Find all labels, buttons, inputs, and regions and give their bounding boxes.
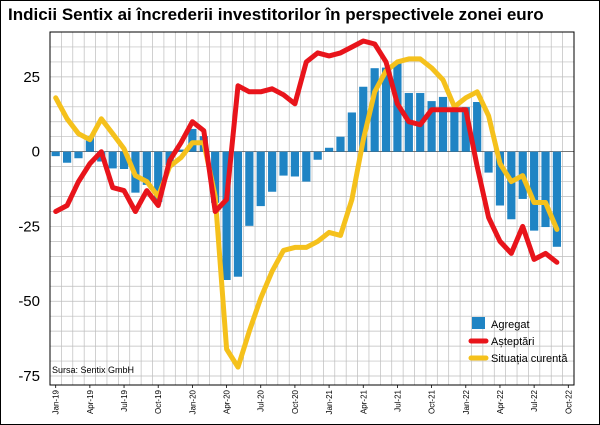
x-tick-label: Jan-21 bbox=[325, 389, 334, 414]
bar-agregat-Aug-22 bbox=[541, 151, 550, 228]
x-tick-label: Oct-20 bbox=[291, 389, 300, 414]
source-label: Sursa: Sentix GmbH bbox=[52, 365, 134, 375]
bar-agregat-Oct-19 bbox=[154, 151, 163, 202]
bar-agregat-Nov-21 bbox=[438, 96, 448, 152]
legend-label-asteptari: Așteptări bbox=[491, 336, 534, 348]
bar-agregat-May-20 bbox=[233, 151, 243, 277]
bar-agregat-Dec-21 bbox=[450, 111, 459, 152]
line-situatia-curenta bbox=[53, 56, 560, 370]
x-tick-label: Jan-22 bbox=[462, 389, 471, 414]
x-tick-label: Oct-22 bbox=[564, 389, 573, 414]
x-tick-label: Jan-19 bbox=[52, 389, 61, 414]
bar-agregat-Feb-22 bbox=[473, 102, 482, 152]
axes: 25 0 -25 -50 -75 Jan-19 Apr-19 Jul-19 Oct-19 Jan-… bbox=[18, 31, 575, 414]
x-tick-label: Oct-21 bbox=[428, 389, 437, 414]
bar-agregat-Jun-20 bbox=[245, 151, 254, 226]
bar-agregat-Sep-20 bbox=[279, 151, 288, 176]
y-tick-label: 0 bbox=[32, 144, 40, 161]
bar-agregat-Apr-20 bbox=[222, 151, 231, 280]
x-tick-label: Jul-20 bbox=[257, 389, 266, 411]
bar-agregat-Mar-21 bbox=[347, 112, 356, 152]
x-tick-label: Jul-19 bbox=[120, 389, 129, 411]
y-tick-label: -75 bbox=[18, 368, 40, 385]
bar-agregat-Sep-19 bbox=[142, 151, 151, 185]
x-tick-label: Jan-20 bbox=[188, 389, 197, 414]
legend-label-situatia-curenta: Situația curentă bbox=[491, 353, 568, 365]
bar-agregat-Apr-21 bbox=[359, 86, 368, 152]
x-tick-label: Oct-19 bbox=[154, 389, 163, 414]
bar-agregat-Jul-19 bbox=[119, 151, 129, 170]
bar-agregat-May-22 bbox=[507, 151, 516, 220]
bar-agregat-Jul-20 bbox=[256, 151, 265, 207]
x-tick-label: Apr-22 bbox=[496, 389, 505, 414]
grid bbox=[49, 31, 575, 385]
bar-agregat-Oct-20 bbox=[290, 151, 300, 177]
x-tick-label: Jul-22 bbox=[530, 389, 539, 411]
bar-agregat-Nov-20 bbox=[302, 151, 311, 182]
y-tick-label: 25 bbox=[23, 69, 40, 86]
plot-border bbox=[49, 31, 575, 386]
y-tick-label: -25 bbox=[18, 218, 40, 235]
bar-agregat-Feb-21 bbox=[336, 136, 345, 152]
bar-agregat-Jun-19 bbox=[108, 151, 117, 169]
bar-agregat-Mar-22 bbox=[484, 151, 493, 173]
bar-agregat-Sep-22 bbox=[552, 151, 562, 247]
line-asteptari bbox=[53, 38, 560, 265]
bar-agregat-Oct-21 bbox=[427, 101, 436, 152]
bar-agregat-Aug-20 bbox=[268, 151, 277, 192]
legend-label-agregat: Agregat bbox=[491, 319, 530, 331]
chart-title: Indicii Sentix ai încrederii investitori… bbox=[8, 5, 544, 24]
lines bbox=[53, 38, 560, 370]
x-tick-label: Apr-21 bbox=[359, 389, 368, 414]
bar-agregat-Mar-20 bbox=[211, 151, 220, 203]
x-tick-label: Jul-21 bbox=[393, 389, 402, 411]
legend: Agregat Așteptări Situația curentă bbox=[468, 317, 568, 365]
bar-agregat-Jan-22 bbox=[461, 107, 470, 152]
bar-agregat-Apr-22 bbox=[495, 151, 505, 206]
bar-agregat-Jun-21 bbox=[381, 67, 391, 152]
bar-agregat-Dec-20 bbox=[313, 151, 322, 160]
bar-agregat-Mar-19 bbox=[74, 151, 83, 159]
x-tick-label: Apr-19 bbox=[86, 389, 95, 414]
bar-agregat-Apr-19 bbox=[85, 135, 94, 152]
bar-agregat-Feb-19 bbox=[62, 151, 72, 163]
y-tick-label: -50 bbox=[18, 293, 40, 310]
bar-agregat-Dec-19 bbox=[176, 149, 186, 152]
bar-agregat-Jul-22 bbox=[530, 151, 539, 231]
legend-swatch-agregat bbox=[472, 317, 485, 329]
bar-agregat-May-21 bbox=[370, 68, 379, 152]
bar-agregat-Jan-21 bbox=[324, 147, 334, 152]
bar-agregat-Jan-19 bbox=[51, 151, 60, 157]
x-tick-label: Apr-20 bbox=[223, 389, 232, 414]
